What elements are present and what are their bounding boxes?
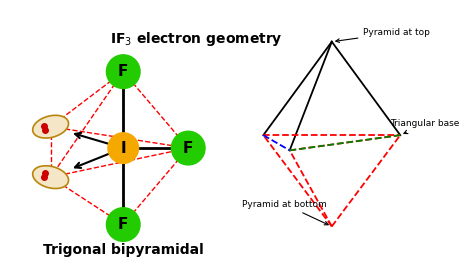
Ellipse shape — [33, 166, 69, 188]
Text: Trigonal bipyramidal: Trigonal bipyramidal — [43, 243, 204, 257]
Circle shape — [108, 133, 138, 164]
Text: I: I — [120, 141, 126, 156]
Text: Pyramid at bottom: Pyramid at bottom — [242, 200, 328, 225]
Text: F: F — [118, 64, 128, 79]
Text: IF$_3$ electron geometry: IF$_3$ electron geometry — [109, 30, 282, 48]
Circle shape — [107, 55, 140, 89]
Ellipse shape — [33, 115, 69, 138]
Circle shape — [172, 131, 205, 165]
Text: F: F — [118, 217, 128, 232]
Text: Triangular base: Triangular base — [390, 120, 459, 134]
Text: F: F — [183, 141, 193, 156]
Text: Pyramid at top: Pyramid at top — [336, 28, 430, 42]
Circle shape — [107, 208, 140, 241]
